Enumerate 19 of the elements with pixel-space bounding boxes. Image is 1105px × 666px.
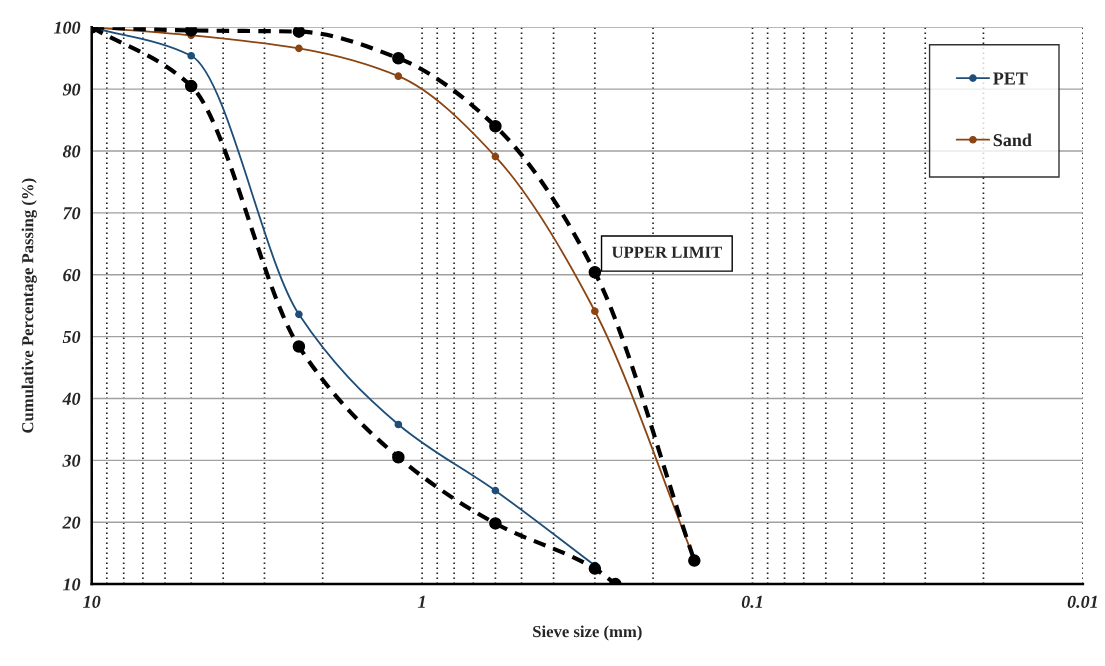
y-tick-label: 60 (63, 269, 81, 282)
x-tick-label: 1 (418, 595, 425, 608)
y-tick-label: 70 (63, 207, 81, 220)
x-axis-title: Sieve size (mm) (533, 625, 642, 641)
annotation: UPPER LIMIT (611, 246, 722, 258)
y-tick-label: 20 (62, 516, 81, 529)
y-tick-label: 100 (53, 21, 81, 34)
legend-label: PET (993, 72, 1028, 85)
y-axis-title: Cumulative Percentage Passing (%) (21, 178, 37, 433)
y-tick-label: 50 (62, 330, 81, 344)
x-tick-label: 10 (83, 595, 101, 608)
y-tick-label: 80 (62, 145, 81, 158)
y-tick-label: 40 (62, 392, 81, 405)
x-tick-label: 0.1 (741, 595, 762, 608)
y-tick-label: 90 (62, 83, 81, 96)
x-tick-label: 0.01 (1067, 595, 1097, 608)
y-tick-label: 10 (62, 578, 81, 591)
y-tick-label: 30 (62, 454, 81, 467)
legend-label: Sand (993, 133, 1032, 147)
